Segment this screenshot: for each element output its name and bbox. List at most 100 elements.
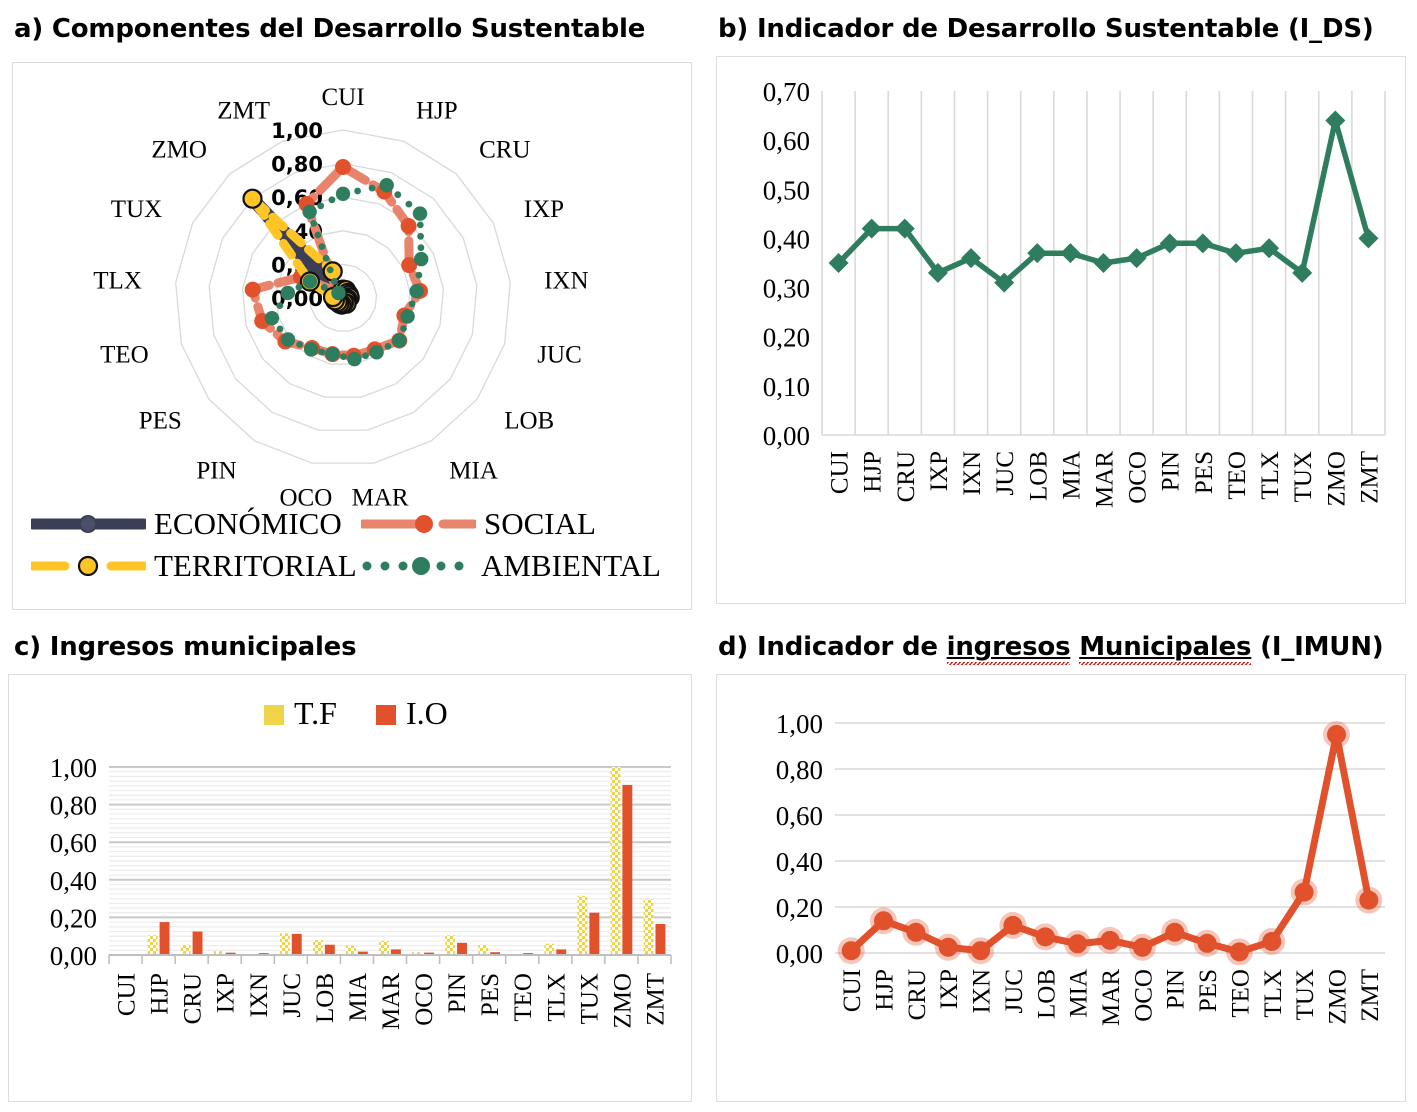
x-axis-tick-label: LOB <box>1033 969 1060 1019</box>
data-point-marker <box>1027 243 1048 264</box>
x-axis-tick-label: PIN <box>444 973 471 1013</box>
data-point-marker <box>906 922 926 942</box>
x-axis-tick-label: CUI <box>827 451 854 494</box>
x-axis-tick-label: TLX <box>543 973 570 1022</box>
bar-tf <box>313 940 323 955</box>
y-axis-tick-label: 1,00 <box>50 753 97 783</box>
series-line <box>847 731 1373 956</box>
data-point-marker <box>861 218 882 239</box>
radar-data-point <box>244 281 261 298</box>
bar-tf <box>379 940 389 955</box>
radar-axis-label: PIN <box>196 458 236 485</box>
line-marker-icon <box>31 515 146 533</box>
title-word <box>1070 632 1079 662</box>
x-axis-tick-label: HJP <box>860 451 887 493</box>
panel-c-title: c) Ingresos municipales <box>14 632 357 662</box>
y-axis-tick-label: 0,00 <box>763 421 810 451</box>
panel-b-line: b) Indicador de Desarrollo Sustentable (… <box>708 0 1417 624</box>
x-axis-tick-label: IXN <box>969 969 996 1013</box>
x-axis-tick-label: MAR <box>1092 451 1119 508</box>
x-axis-tick-label: PIN <box>1163 969 1190 1009</box>
bar-io <box>324 944 335 955</box>
x-axis-tick-label: PIN <box>1158 451 1185 491</box>
radar-radial-tick: 1,00 <box>271 119 323 143</box>
x-axis-tick-label: LOB <box>312 973 339 1023</box>
bar-io <box>622 784 633 955</box>
radar-axis-label: ZMO <box>151 137 207 164</box>
x-axis-tick-label: TUX <box>576 973 603 1024</box>
x-axis-tick-label: JUC <box>279 973 306 1017</box>
x-axis-tick-label: MAR <box>1098 969 1125 1026</box>
io-swatch-icon <box>376 705 396 725</box>
data-point-marker <box>1197 933 1217 953</box>
data-point-marker <box>1229 942 1249 962</box>
imun-line-chart: 0,00 0,20 0,40 0,60 0,80 1,00 CUI HJP CRU IXP IXN J… <box>776 709 1385 1026</box>
radar-axis-label: TEO <box>100 341 149 368</box>
data-point-marker <box>1132 937 1152 957</box>
y-axis-tick-label: 0,10 <box>763 372 810 402</box>
radar-axis-label: CRU <box>479 137 530 164</box>
x-axis-tick-label: IXN <box>246 973 273 1017</box>
data-point-marker <box>1325 110 1346 131</box>
data-point-marker <box>927 262 948 283</box>
x-axis-tick-label: IXP <box>936 969 963 1009</box>
x-axis-tick-label: PES <box>1195 969 1222 1012</box>
panel-d-plot-area: 0,00 0,20 0,40 0,60 0,80 1,00 CUI HJP CRU IXP IXN J… <box>716 674 1406 1102</box>
x-axis-tick-label: CRU <box>180 973 207 1024</box>
x-axis-tick-label: HJP <box>872 969 899 1011</box>
radar-axis-label: HJP <box>416 98 458 125</box>
y-axis-tick-label: 0,40 <box>50 866 97 896</box>
legend-item-territorial[interactable]: TERRITORIAL <box>31 548 361 584</box>
panel-b-title: b) Indicador de Desarrollo Sustentable (… <box>718 14 1374 44</box>
data-point-marker <box>971 941 991 961</box>
x-axis-tick-label: MIA <box>1066 969 1093 1018</box>
x-axis-tick-label: ZMT <box>1356 451 1383 504</box>
radar-radial-tick: 0,80 <box>271 153 323 177</box>
y-axis-tick-label: 0,50 <box>763 175 810 205</box>
data-point-marker <box>1294 882 1314 902</box>
legend-label-ambiental: AMBIENTAL <box>480 548 661 583</box>
data-point-marker <box>1292 262 1313 283</box>
radar-axis-label: MAR <box>352 485 409 512</box>
legend-label-economico: ECONÓMICO <box>154 506 342 541</box>
x-axis-tick-label: ZMT <box>1357 969 1384 1022</box>
legend-item-social[interactable]: SOCIAL <box>361 506 661 542</box>
data-point-marker <box>1358 228 1379 249</box>
y-axis-tick-label: 0,40 <box>763 224 810 254</box>
bar-io <box>391 949 401 955</box>
y-axis-tick-label: 0,80 <box>50 791 97 821</box>
x-axis-tick-label: IXN <box>959 451 986 495</box>
data-point-marker <box>961 248 982 269</box>
radar-axis-label: PES <box>139 408 182 435</box>
bar-io <box>490 952 501 955</box>
radar-axis-label: TLX <box>93 267 142 294</box>
bar-tf <box>478 944 489 955</box>
legend-item-ambiental[interactable]: AMBIENTAL <box>361 548 661 584</box>
x-axis-tick-label: ZMO <box>1325 969 1352 1025</box>
x-axis-tick-label: ZMT <box>643 973 670 1026</box>
legend-item-economico[interactable]: ECONÓMICO <box>31 506 361 542</box>
bar-tf <box>346 945 356 955</box>
panel-c-bar: c) Ingresos municipales T.F I.O 0,00 0,20 0,… <box>0 624 708 1112</box>
x-axis-tick-label: IXP <box>926 451 953 491</box>
x-axis-tick-label: PES <box>1191 451 1218 494</box>
bar-tf <box>213 951 224 955</box>
y-axis-tick-label: 0,20 <box>50 903 97 933</box>
line-marker-icon <box>361 515 476 533</box>
radar-axis-label: TUX <box>111 196 162 223</box>
bar-io <box>655 924 666 955</box>
x-axis-tick-label: LOB <box>1025 451 1052 501</box>
bar-tf <box>577 895 588 955</box>
bar-tf <box>279 933 290 955</box>
y-axis-tick-label: 0,40 <box>776 847 823 877</box>
y-axis-tick-label: 0,30 <box>763 274 810 304</box>
y-axis-tick-label: 0,00 <box>776 939 823 969</box>
data-point-marker <box>894 218 915 239</box>
radar-data-point <box>400 218 417 234</box>
panel-a-radar: a) Componentes del Desarrollo Sustentabl… <box>0 0 708 624</box>
data-point-marker <box>1159 233 1180 254</box>
y-axis-tick-label: 1,00 <box>776 709 823 739</box>
data-point-marker <box>1060 243 1081 264</box>
